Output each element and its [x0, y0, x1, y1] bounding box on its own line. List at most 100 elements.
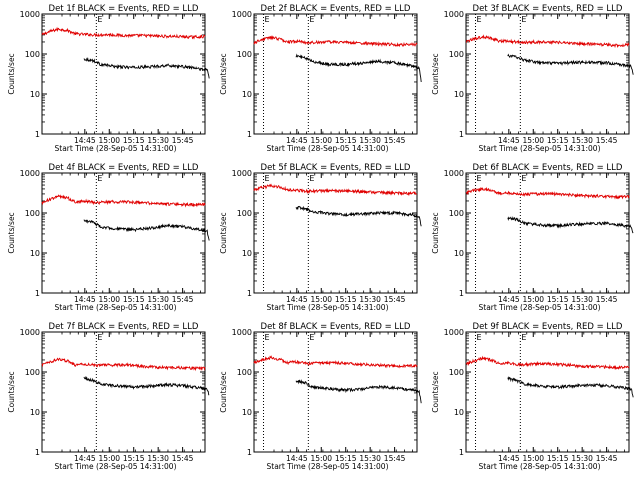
plot-frame: [41, 331, 206, 453]
events-series-line: [295, 379, 422, 404]
y-tick-label: 1000: [20, 10, 40, 19]
y-axis-title: Counts/sec: [219, 371, 228, 412]
flare-marker-label: E: [477, 15, 482, 24]
x-tick-label: 15:30: [147, 295, 169, 304]
x-tick-label: 15:45: [384, 454, 406, 463]
y-axis-title: Counts/sec: [431, 212, 440, 253]
y-axis-title: Counts/sec: [431, 53, 440, 94]
plot-frame: [465, 331, 630, 453]
panel-det-2f: Det 2f BLACK = Events, RED = LLD 1 10 100 10…: [219, 4, 482, 153]
x-axis-title: Start Time (28-Sep-05 14:31:00): [55, 303, 177, 312]
x-tick-label: 15:15: [335, 295, 357, 304]
flare-marker-label: E: [97, 333, 102, 342]
y-tick-label: 1: [459, 289, 464, 298]
panel-title: Det 5f BLACK = Events, RED = LLD: [261, 163, 411, 173]
panel-det-5f: Det 5f BLACK = Events, RED = LLD 1 10 100 10…: [219, 163, 482, 312]
flare-marker-label: E: [477, 174, 482, 183]
events-series-line: [507, 216, 634, 234]
x-tick-label: 14:45: [498, 295, 520, 304]
y-tick-label: 100: [25, 368, 40, 377]
panel-title: Det 4f BLACK = Events, RED = LLD: [49, 163, 199, 173]
y-tick-label: 1000: [232, 10, 252, 19]
x-tick-label: 14:45: [74, 136, 96, 145]
x-tick-label: 15:30: [571, 454, 593, 463]
y-tick-label: 1: [35, 448, 40, 457]
x-tick-label: 15:15: [547, 454, 569, 463]
lld-series-line: [465, 355, 630, 370]
y-tick-label: 1000: [444, 10, 464, 19]
flare-marker-label: E: [265, 333, 270, 342]
y-tick-label: 1: [459, 130, 464, 139]
plot-frame: [253, 13, 418, 135]
panel-title: Det 3f BLACK = Events, RED = LLD: [473, 4, 623, 14]
x-axis-title: Start Time (28-Sep-05 14:31:00): [267, 303, 389, 312]
y-axis-title: Counts/sec: [7, 212, 16, 253]
x-axis-title: Start Time (28-Sep-05 14:31:00): [55, 144, 177, 153]
x-tick-label: 15:45: [596, 295, 618, 304]
x-tick-label: 15:00: [98, 136, 120, 145]
panel-det-4f: Det 4f BLACK = Events, RED = LLD 1 10 100 10…: [7, 163, 270, 312]
y-tick-label: 1000: [232, 169, 252, 178]
y-tick-label: 100: [449, 368, 464, 377]
plot-frame: [253, 331, 418, 453]
flare-marker-label: E: [97, 15, 102, 24]
x-axis-title: Start Time (28-Sep-05 14:31:00): [267, 144, 389, 153]
y-tick-label: 10: [454, 249, 464, 258]
flare-marker-label: E: [265, 15, 270, 24]
x-axis-title: Start Time (28-Sep-05 14:31:00): [55, 462, 177, 471]
events-series-line: [83, 219, 210, 241]
x-axis-title: Start Time (28-Sep-05 14:31:00): [479, 144, 601, 153]
y-tick-label: 1: [35, 130, 40, 139]
lld-series-line: [41, 194, 206, 208]
y-tick-label: 10: [454, 90, 464, 99]
events-series-line: [295, 53, 422, 83]
panel-det-7f: Det 7f BLACK = Events, RED = LLD 1 10 100 10…: [7, 322, 270, 471]
plot-frame: [465, 172, 630, 294]
plot-frame: [41, 172, 206, 294]
y-tick-label: 100: [25, 209, 40, 218]
x-tick-label: 15:30: [359, 136, 381, 145]
x-tick-label: 15:30: [359, 454, 381, 463]
y-tick-label: 1: [247, 448, 252, 457]
x-tick-label: 15:45: [172, 295, 194, 304]
x-tick-label: 14:45: [498, 454, 520, 463]
y-axis-title: Counts/sec: [7, 371, 16, 412]
x-tick-label: 15:00: [310, 136, 332, 145]
y-axis-title: Counts/sec: [431, 371, 440, 412]
x-tick-label: 15:00: [98, 454, 120, 463]
flare-marker-label: E: [309, 15, 314, 24]
events-series-line: [507, 376, 634, 398]
x-tick-label: 15:00: [522, 136, 544, 145]
y-axis-title: Counts/sec: [219, 53, 228, 94]
x-tick-label: 14:45: [286, 295, 308, 304]
flare-marker-label: E: [477, 333, 482, 342]
panel-title: Det 7f BLACK = Events, RED = LLD: [49, 322, 199, 332]
y-axis-title: Counts/sec: [7, 53, 16, 94]
x-tick-label: 15:00: [310, 295, 332, 304]
y-tick-label: 1: [247, 289, 252, 298]
y-tick-label: 1000: [232, 328, 252, 337]
panel-title: Det 6f BLACK = Events, RED = LLD: [473, 163, 623, 173]
x-tick-label: 15:15: [123, 136, 145, 145]
x-tick-label: 15:30: [147, 136, 169, 145]
lld-series-line: [466, 186, 630, 200]
flare-marker-label: E: [265, 174, 270, 183]
y-tick-label: 1000: [444, 328, 464, 337]
x-tick-label: 14:45: [498, 136, 520, 145]
y-tick-label: 100: [25, 50, 40, 59]
events-series-line: [295, 205, 422, 227]
plot-frame: [41, 13, 206, 135]
x-tick-label: 15:00: [310, 454, 332, 463]
lld-series-line: [253, 183, 417, 197]
x-tick-label: 15:30: [571, 295, 593, 304]
panel-det-9f: Det 9f BLACK = Events, RED = LLD 1 10 100 10…: [431, 322, 634, 471]
plot-frame: [253, 172, 418, 294]
y-tick-label: 10: [242, 249, 252, 258]
y-tick-label: 100: [449, 209, 464, 218]
flare-marker-label: E: [521, 174, 526, 183]
x-tick-label: 15:45: [172, 136, 194, 145]
lld-series-line: [41, 26, 206, 40]
x-tick-label: 15:45: [596, 454, 618, 463]
x-tick-label: 15:30: [359, 295, 381, 304]
